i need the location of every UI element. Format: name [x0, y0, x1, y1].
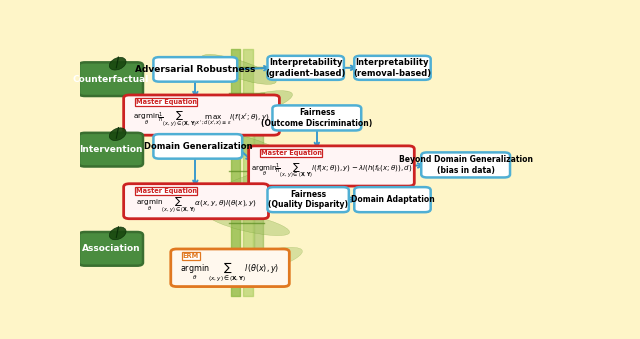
Text: $\underset{\theta}{\mathrm{argmin}}\frac{1}{n}\sum_{(x,y)\in(\mathbf{X},\mathbf{: $\underset{\theta}{\mathrm{argmin}}\frac…: [133, 111, 270, 129]
Ellipse shape: [208, 211, 289, 236]
Text: Intervention: Intervention: [79, 145, 143, 154]
Text: ERM: ERM: [182, 253, 199, 259]
Ellipse shape: [205, 91, 292, 121]
FancyBboxPatch shape: [171, 249, 289, 286]
Text: Interpretability
(removal-based): Interpretability (removal-based): [353, 58, 431, 78]
Text: Association: Association: [82, 244, 140, 253]
Ellipse shape: [109, 128, 126, 140]
Text: Master Equation: Master Equation: [136, 99, 196, 105]
Text: Domain Generalization: Domain Generalization: [143, 142, 252, 151]
Text: Adversarial Robustness: Adversarial Robustness: [135, 65, 255, 74]
Text: $\underset{\theta}{\mathrm{argmin}}\sum_{(x,y)\in(\mathbf{X},\mathbf{Y})}l(\thet: $\underset{\theta}{\mathrm{argmin}}\sum_…: [180, 261, 280, 284]
Text: Domain Adaptation: Domain Adaptation: [351, 195, 435, 204]
Text: Master Equation: Master Equation: [136, 188, 196, 194]
FancyBboxPatch shape: [124, 184, 269, 219]
FancyBboxPatch shape: [273, 105, 361, 131]
Ellipse shape: [208, 166, 300, 202]
Text: Counterfactual: Counterfactual: [73, 75, 149, 84]
FancyBboxPatch shape: [268, 56, 344, 80]
Ellipse shape: [201, 55, 276, 84]
FancyBboxPatch shape: [154, 57, 237, 82]
Ellipse shape: [204, 132, 283, 159]
Text: Master Equation: Master Equation: [260, 150, 321, 156]
FancyBboxPatch shape: [248, 146, 414, 186]
FancyBboxPatch shape: [355, 56, 431, 80]
FancyBboxPatch shape: [154, 134, 242, 159]
Text: Fairness
(Quality Disparity): Fairness (Quality Disparity): [268, 190, 348, 210]
FancyBboxPatch shape: [79, 62, 143, 96]
FancyBboxPatch shape: [355, 187, 431, 212]
Ellipse shape: [109, 57, 126, 70]
Text: Beyond Domain Generalization
(bias in data): Beyond Domain Generalization (bias in da…: [399, 155, 532, 175]
Ellipse shape: [109, 227, 126, 240]
FancyBboxPatch shape: [79, 133, 143, 166]
FancyBboxPatch shape: [421, 153, 510, 177]
Text: Fairness
(Outcome Discrimination): Fairness (Outcome Discrimination): [261, 108, 372, 128]
Text: $\underset{\theta}{\mathrm{argmin}}\sum_{(x,y)\in(\mathbf{X},\mathbf{Y})}\alpha(: $\underset{\theta}{\mathrm{argmin}}\sum_…: [136, 197, 257, 215]
FancyBboxPatch shape: [79, 232, 143, 266]
Ellipse shape: [215, 247, 302, 278]
Text: Interpretability
(gradient-based): Interpretability (gradient-based): [266, 58, 346, 78]
Text: $\underset{\theta}{\mathrm{argmin}}\frac{1}{n}\sum_{(x,y)\in(\mathbf{X},\mathbf{: $\underset{\theta}{\mathrm{argmin}}\frac…: [251, 161, 412, 180]
FancyBboxPatch shape: [268, 187, 349, 212]
FancyBboxPatch shape: [124, 95, 280, 135]
